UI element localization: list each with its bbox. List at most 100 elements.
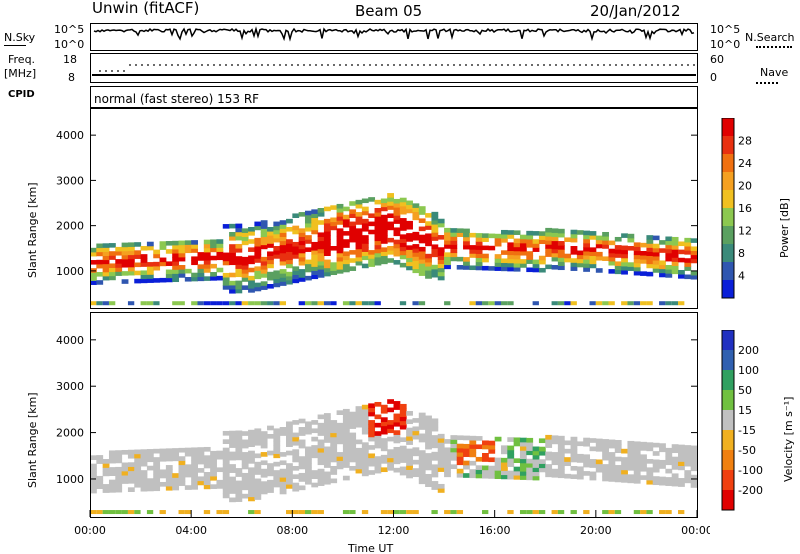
power-cell [229,272,236,278]
velocity-cell [115,487,123,493]
power-cell [229,231,236,237]
velocity-cell [399,424,407,430]
velocity-cell [298,477,306,482]
power-cell [222,301,230,306]
power-cell [355,260,363,266]
power-cell [241,232,249,238]
velocity-cell [589,471,597,477]
power-cell [513,267,521,272]
velocity-cell [349,411,357,417]
velocity-cell [248,467,255,473]
velocity-cell [260,460,268,466]
power-cell [349,233,357,239]
power-cell [494,254,502,259]
velocity-cell [482,444,489,450]
power-cell [279,269,287,274]
velocity-cell [551,460,559,466]
power-cell [659,301,666,306]
velocity-cell [519,462,527,468]
nave-point [537,64,539,66]
power-cell [298,269,306,274]
velocity-cell [222,464,230,470]
velocity-cell [513,441,521,447]
velocity-cell [583,510,590,515]
power-cell [519,242,527,248]
nave-point [153,64,155,66]
power-cell [273,282,281,288]
nave-point [189,64,191,66]
velocity-cell [545,472,553,478]
power-cell [690,270,698,276]
power-cell [444,260,451,266]
power-cell [115,267,123,272]
velocity-cell [210,463,217,469]
velocity-cell [380,429,388,435]
power-cell [406,253,413,259]
velocity-cell [260,468,268,474]
velocity-cell [178,468,186,474]
power-cell [273,270,281,276]
freq-trace [92,64,696,76]
nave-point [321,64,323,66]
velocity-cell [678,510,685,515]
velocity-cell [298,456,306,461]
power-cell [671,269,679,275]
velocity-cell [241,464,249,470]
velocity-cell [557,460,565,466]
velocity-cell [463,473,470,478]
velocity-cell [115,510,122,515]
velocity-cell [368,407,376,413]
nave-point [249,64,251,66]
power-cell [222,281,230,286]
power-cell [292,250,300,255]
velocity-cell [292,465,300,471]
velocity-cell [304,459,312,464]
velocity-cell [304,425,312,431]
velocity-cell [127,462,135,467]
velocity-cell [172,452,180,457]
power-cell [646,259,654,265]
power-cell [140,258,148,263]
nave-point [525,64,527,66]
power-cell [602,231,609,237]
velocity-cell [172,448,180,453]
power-cell [469,265,477,271]
power-cell [178,265,186,270]
power-cell [551,228,559,233]
velocity-cell [444,447,451,453]
power-cell [361,206,369,212]
power-cell [418,210,426,215]
power-cell [349,301,356,306]
velocity-cell [494,461,502,467]
power-cell [437,263,445,269]
velocity-cell [235,484,243,490]
velocity-cell [96,480,104,485]
colorbar-swatch [722,262,734,280]
velocity-cell [551,452,559,457]
velocity-cell [286,425,293,431]
velocity-cell [286,438,293,443]
velocity-cell [342,421,350,427]
velocity-cell [216,484,224,489]
power-cell [115,246,123,252]
velocity-cell [216,510,223,515]
velocity-cell [304,479,312,485]
power-cell [108,251,116,256]
power-cell [140,278,148,284]
power-cell [570,237,578,243]
power-cell [437,218,445,224]
velocity-cell [513,470,521,476]
velocity-cell [323,479,331,485]
power-cell [526,259,534,264]
velocity-cell [513,466,521,472]
velocity-cell [450,443,458,449]
velocity-cell [614,473,622,479]
velocity-cell [627,457,635,463]
power-cell [380,235,388,240]
velocity-cell [684,445,692,450]
velocity-cell [178,472,186,478]
power-cell [197,256,205,261]
velocity-cell [456,435,464,441]
nave-point [285,64,287,66]
power-cell [444,236,451,241]
